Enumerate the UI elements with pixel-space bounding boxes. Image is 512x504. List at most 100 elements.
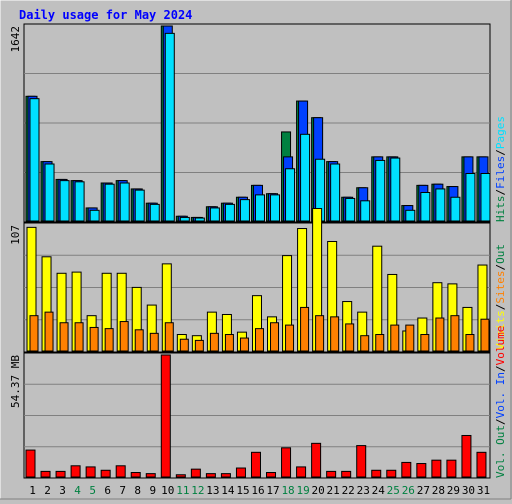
bar-pages-day-8 [134,189,145,222]
bar-pages-day-3 [59,180,70,222]
series-pages [29,32,491,222]
y-axis-label: 1642 [9,26,22,53]
bar-pages-day-18 [285,168,296,222]
bar-sites-day-6 [104,328,114,352]
bar-sites-day-30 [465,334,475,352]
bar-sites-day-11 [179,338,189,352]
bar-volume-day-4 [70,465,81,478]
x-tick-label-day-31: 31 [477,484,490,497]
x-tick-label-day-10: 10 [161,484,174,497]
bar-pages-day-7 [119,182,130,222]
bar-volume-day-6 [100,469,111,478]
bar-sites-day-24 [375,334,385,352]
chart-title: Daily usage for May 2024 [19,8,192,22]
bar-sites-day-19 [300,306,310,352]
x-tick-label-day-8: 8 [134,484,141,497]
x-tick-label-day-2: 2 [44,484,51,497]
x-tick-label-day-13: 13 [206,484,219,497]
x-tick-label-day-23: 23 [357,484,370,497]
bar-sites-day-16 [254,328,264,352]
bar-sites-day-10 [164,322,174,352]
bar-volume-day-8 [130,472,141,478]
bar-sites-day-12 [194,339,204,352]
legend-bottom: Vol. Out/Vol. In/Volume [494,326,507,478]
bar-sites-day-25 [390,324,400,352]
x-tick-label-day-3: 3 [59,484,66,497]
bar-pages-day-29 [450,196,461,222]
bar-sites-day-20 [315,315,325,352]
bar-sites-day-22 [345,323,355,352]
bar-sites-day-9 [149,332,159,352]
bar-volume-day-10 [160,354,171,478]
bar-volume-day-28 [431,459,442,478]
legend-separator: / [494,264,507,271]
x-tick-label-day-21: 21 [327,484,340,497]
bar-volume-day-23 [356,445,367,478]
x-tick-label-day-25: 25 [387,484,400,497]
legend-entry-files: Files [494,156,507,189]
bar-volume-day-12 [190,468,201,478]
legend-entry-visits: Visits [494,310,507,350]
bar-pages-day-16 [254,194,265,222]
panel-bottom: 54.37 MB [9,352,491,479]
bar-volume-day-29 [446,459,457,478]
bar-volume-day-21 [326,470,337,478]
bar-sites-day-4 [74,322,84,352]
legend-entry-sites: Sites [494,271,507,304]
bar-pages-day-25 [390,157,401,222]
legend-entry-pages: Pages [494,116,507,149]
x-tick-label-day-20: 20 [312,484,325,497]
x-tick-label-day-4: 4 [74,484,81,497]
bar-pages-day-14 [224,203,235,222]
legend-entry-volume: Volume [494,326,507,366]
bar-volume-day-24 [371,469,382,478]
legend-entry-out: Out [494,244,507,264]
x-tick-label-day-16: 16 [251,484,264,497]
bar-pages-day-23 [360,200,371,222]
bar-sites-day-14 [224,334,234,352]
bar-pages-day-2 [44,163,55,222]
panel-top: 1642 [9,23,491,223]
bar-sites-day-7 [119,321,129,352]
bar-pages-day-9 [149,203,160,222]
bar-pages-day-19 [300,133,311,222]
legend-top: Hits/Files/Pages [494,116,507,222]
x-tick-label-day-29: 29 [447,484,460,497]
legend-entry-vol-out: Vol. Out [494,425,507,478]
x-tick-label-day-12: 12 [191,484,204,497]
x-tick-label-day-17: 17 [266,484,279,497]
bar-volume-day-17 [266,472,277,478]
bar-pages-day-1 [29,98,40,222]
bar-sites-day-27 [420,334,430,352]
bar-sites-day-1 [29,315,39,352]
bar-volume-day-13 [205,473,216,478]
x-tick-label-day-14: 14 [221,484,235,497]
bar-volume-day-27 [416,463,427,478]
bar-pages-day-4 [74,181,85,222]
bar-sites-day-8 [134,329,144,352]
x-tick-label-day-27: 27 [417,484,430,497]
bar-pages-day-24 [375,159,386,222]
bar-pages-day-27 [420,191,431,222]
bar-volume-day-16 [250,451,261,478]
bar-sites-day-31 [480,318,490,352]
bar-volume-day-30 [461,434,472,478]
x-tick-label-day-19: 19 [296,484,309,497]
y-axis-label: 54.37 MB [9,355,22,408]
x-axis-labels: 1 2 3 4 5 6 7 8 9 10 11 12 13 14 15 16 17 18 19 20 21 22 23 24 2… [29,484,490,497]
bar-sites-day-3 [59,322,69,352]
bar-sites-day-5 [89,326,99,352]
bar-sites-day-13 [209,332,219,352]
bar-volume-day-2 [40,470,51,478]
bar-pages-day-6 [104,183,115,222]
legend-separator: / [494,304,507,311]
bar-volume-day-3 [55,470,66,478]
bar-volume-day-20 [311,442,322,478]
bar-volume-day-15 [235,467,246,478]
bar-sites-day-29 [450,315,460,352]
bar-pages-day-21 [330,163,341,222]
bar-pages-day-15 [239,199,250,222]
bar-sites-day-17 [270,322,280,352]
x-tick-label-day-11: 11 [176,484,189,497]
